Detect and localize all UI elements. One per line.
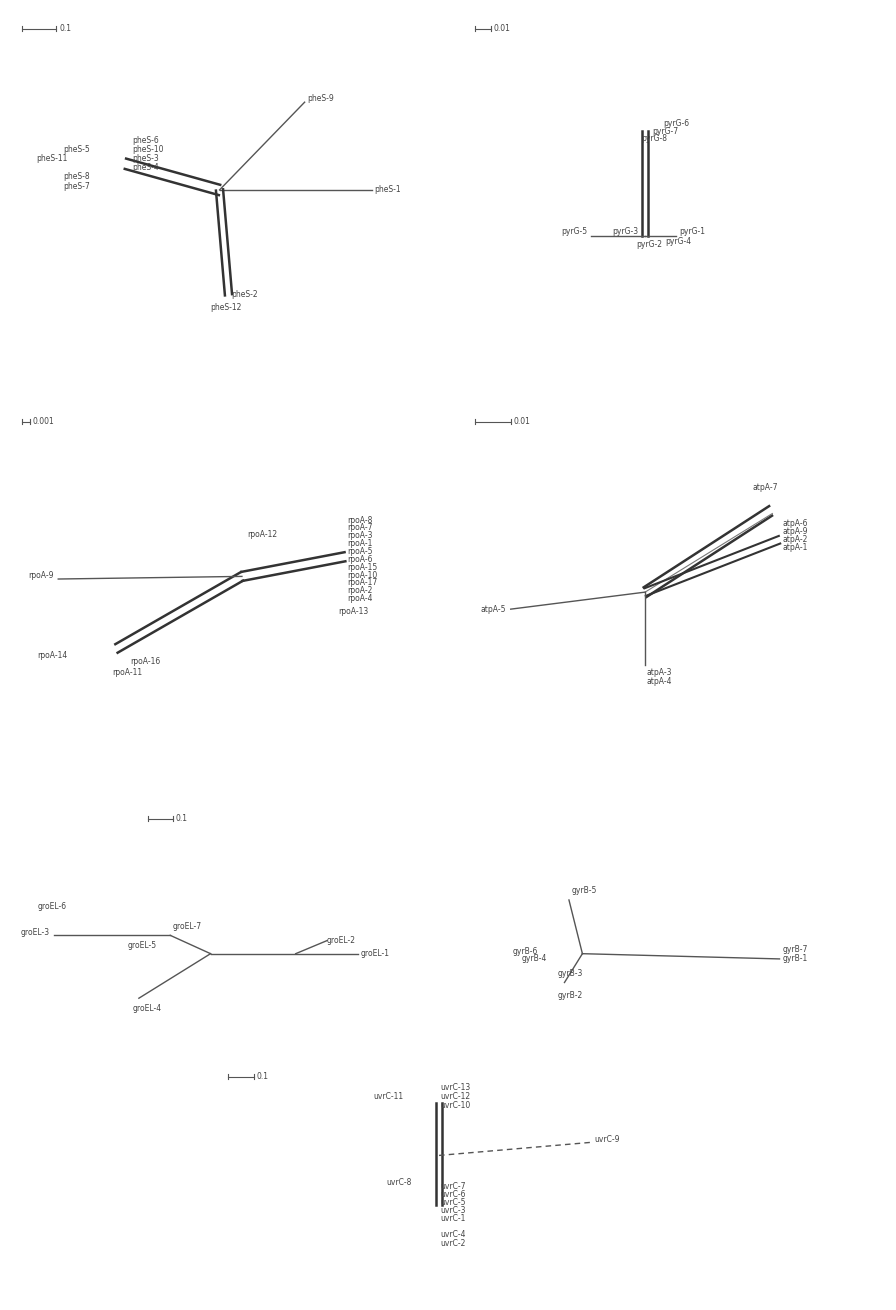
Text: groEL-1: groEL-1 <box>361 950 390 958</box>
Text: uvrC-5: uvrC-5 <box>441 1199 466 1207</box>
Text: pheS-4: pheS-4 <box>133 164 159 172</box>
Text: uvrC-4: uvrC-4 <box>441 1230 466 1238</box>
Text: uvrC-1: uvrC-1 <box>441 1214 466 1222</box>
Text: uvrC-11: uvrC-11 <box>373 1093 403 1100</box>
Text: gyrB-7: gyrB-7 <box>783 946 808 954</box>
Text: pyrG-6: pyrG-6 <box>663 119 689 127</box>
Text: rpoA-12: rpoA-12 <box>247 531 278 538</box>
Text: uvrC-12: uvrC-12 <box>441 1093 471 1100</box>
Text: rpoA-16: rpoA-16 <box>130 658 160 665</box>
Text: 0.1: 0.1 <box>59 25 71 33</box>
Text: atpA-7: atpA-7 <box>753 483 778 491</box>
Text: groEL-2: groEL-2 <box>327 937 356 945</box>
Text: pheS-12: pheS-12 <box>211 304 242 312</box>
Text: pyrG-7: pyrG-7 <box>652 127 678 135</box>
Text: groEL-6: groEL-6 <box>38 903 67 910</box>
Text: rpoA-5: rpoA-5 <box>348 548 373 555</box>
Text: 0.01: 0.01 <box>494 25 511 33</box>
Text: gyrB-2: gyrB-2 <box>557 992 582 1000</box>
Text: rpoA-13: rpoA-13 <box>339 608 369 616</box>
Text: gyrB-6: gyrB-6 <box>513 947 538 955</box>
Text: groEL-4: groEL-4 <box>133 1005 162 1013</box>
Text: gyrB-1: gyrB-1 <box>783 955 808 963</box>
Text: pheS-5: pheS-5 <box>63 145 90 153</box>
Text: atpA-5: atpA-5 <box>481 605 506 613</box>
Text: rpoA-9: rpoA-9 <box>29 571 54 579</box>
Text: pheS-3: pheS-3 <box>133 155 159 162</box>
Text: pyrG-1: pyrG-1 <box>679 228 705 236</box>
Text: rpoA-1: rpoA-1 <box>348 540 373 548</box>
Text: atpA-2: atpA-2 <box>782 536 807 544</box>
Text: rpoA-3: rpoA-3 <box>348 532 373 540</box>
Text: gyrB-4: gyrB-4 <box>521 955 547 963</box>
Text: uvrC-2: uvrC-2 <box>441 1239 466 1247</box>
Text: uvrC-13: uvrC-13 <box>441 1083 471 1091</box>
Text: rpoA-8: rpoA-8 <box>348 516 373 524</box>
Text: pheS-6: pheS-6 <box>133 136 159 144</box>
Text: pheS-1: pheS-1 <box>375 186 401 194</box>
Text: atpA-9: atpA-9 <box>782 528 807 536</box>
Text: pyrG-5: pyrG-5 <box>561 228 587 236</box>
Text: gyrB-3: gyrB-3 <box>557 969 582 977</box>
Text: pheS-8: pheS-8 <box>63 173 90 181</box>
Text: 0.001: 0.001 <box>32 418 54 426</box>
Text: uvrC-6: uvrC-6 <box>441 1191 466 1199</box>
Text: rpoA-10: rpoA-10 <box>348 571 378 579</box>
Text: rpoA-17: rpoA-17 <box>348 579 378 587</box>
Text: atpA-3: atpA-3 <box>647 668 672 676</box>
Text: 0.01: 0.01 <box>513 418 530 426</box>
Text: rpoA-14: rpoA-14 <box>37 651 67 659</box>
Text: pheS-11: pheS-11 <box>36 155 67 162</box>
Text: atpA-6: atpA-6 <box>782 520 807 528</box>
Text: uvrC-9: uvrC-9 <box>594 1136 619 1144</box>
Text: uvrC-7: uvrC-7 <box>441 1183 466 1191</box>
Text: pyrG-3: pyrG-3 <box>612 228 638 236</box>
Text: uvrC-3: uvrC-3 <box>441 1207 466 1214</box>
Text: atpA-1: atpA-1 <box>782 544 807 552</box>
Text: pyrG-2: pyrG-2 <box>636 241 662 249</box>
Text: 0.1: 0.1 <box>176 815 187 823</box>
Text: pheS-7: pheS-7 <box>63 182 90 190</box>
Text: rpoA-11: rpoA-11 <box>112 668 142 676</box>
Text: groEL-3: groEL-3 <box>20 929 49 937</box>
Text: rpoA-2: rpoA-2 <box>348 587 373 595</box>
Text: groEL-5: groEL-5 <box>127 942 157 950</box>
Text: rpoA-6: rpoA-6 <box>348 555 373 563</box>
Text: atpA-4: atpA-4 <box>647 677 672 685</box>
Text: gyrB-5: gyrB-5 <box>572 887 597 895</box>
Text: pyrG-4: pyrG-4 <box>665 237 691 245</box>
Text: pheS-9: pheS-9 <box>307 94 334 102</box>
Text: pheS-2: pheS-2 <box>231 291 258 299</box>
Text: rpoA-7: rpoA-7 <box>348 524 373 532</box>
Text: uvrC-10: uvrC-10 <box>441 1102 471 1110</box>
Text: rpoA-15: rpoA-15 <box>348 563 378 571</box>
Text: pheS-10: pheS-10 <box>133 145 164 153</box>
Text: rpoA-4: rpoA-4 <box>348 595 373 603</box>
Text: 0.1: 0.1 <box>256 1073 268 1081</box>
Text: groEL-7: groEL-7 <box>173 922 202 930</box>
Text: pyrG-8: pyrG-8 <box>642 135 668 143</box>
Text: uvrC-8: uvrC-8 <box>387 1179 412 1187</box>
